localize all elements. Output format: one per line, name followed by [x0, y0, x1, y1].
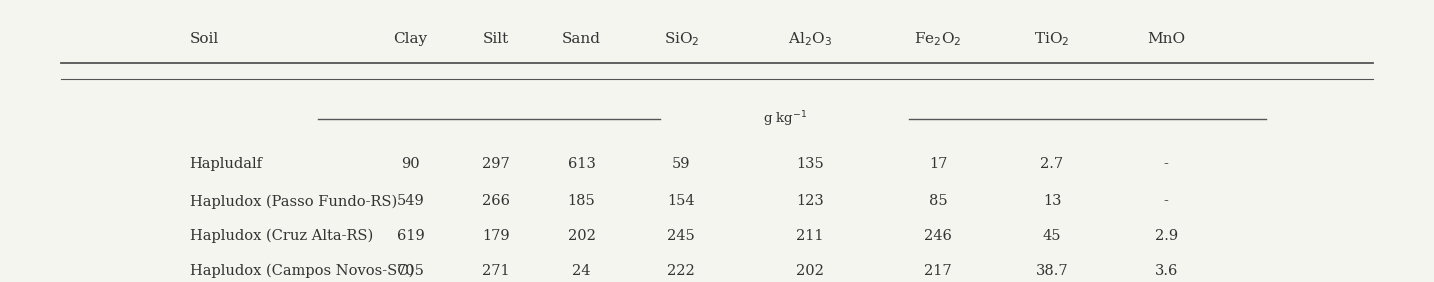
- Text: 246: 246: [923, 229, 952, 243]
- Text: 123: 123: [796, 194, 823, 208]
- Text: 2.9: 2.9: [1154, 229, 1177, 243]
- Text: 549: 549: [397, 194, 424, 208]
- Text: SiO$_2$: SiO$_2$: [664, 30, 700, 48]
- Text: 24: 24: [572, 264, 591, 278]
- Text: 154: 154: [668, 194, 695, 208]
- Text: -: -: [1163, 194, 1169, 208]
- Text: 217: 217: [923, 264, 952, 278]
- Text: Sand: Sand: [562, 32, 601, 46]
- Text: 13: 13: [1043, 194, 1061, 208]
- Text: 613: 613: [568, 157, 595, 171]
- Text: Hapludox (Passo Fundo-RS): Hapludox (Passo Fundo-RS): [189, 194, 397, 209]
- Text: TiO$_2$: TiO$_2$: [1034, 30, 1070, 48]
- Text: 90: 90: [402, 157, 420, 171]
- Text: 245: 245: [667, 229, 695, 243]
- Text: Fe$_2$O$_2$: Fe$_2$O$_2$: [915, 30, 962, 48]
- Text: 297: 297: [482, 157, 511, 171]
- Text: Hapludox (Campos Novos-SC): Hapludox (Campos Novos-SC): [189, 263, 414, 278]
- Text: Clay: Clay: [393, 32, 427, 46]
- Text: 2.7: 2.7: [1041, 157, 1064, 171]
- Text: -: -: [1163, 157, 1169, 171]
- Text: Hapludox (Cruz Alta-RS): Hapludox (Cruz Alta-RS): [189, 229, 373, 243]
- Text: Hapludalf: Hapludalf: [189, 157, 262, 171]
- Text: 17: 17: [929, 157, 948, 171]
- Text: g kg$^{-1}$: g kg$^{-1}$: [763, 109, 807, 129]
- Text: 85: 85: [929, 194, 948, 208]
- Text: 3.6: 3.6: [1154, 264, 1177, 278]
- Text: 45: 45: [1043, 229, 1061, 243]
- Text: 185: 185: [568, 194, 595, 208]
- Text: 619: 619: [397, 229, 424, 243]
- Text: MnO: MnO: [1147, 32, 1184, 46]
- Text: 202: 202: [796, 264, 823, 278]
- Text: 179: 179: [482, 229, 511, 243]
- Text: 222: 222: [667, 264, 695, 278]
- Text: 271: 271: [482, 264, 511, 278]
- Text: Soil: Soil: [189, 32, 219, 46]
- Text: 59: 59: [673, 157, 691, 171]
- Text: 202: 202: [568, 229, 595, 243]
- Text: Al$_2$O$_3$: Al$_2$O$_3$: [787, 30, 832, 48]
- Text: Silt: Silt: [483, 32, 509, 46]
- Text: 705: 705: [397, 264, 424, 278]
- Text: 266: 266: [482, 194, 511, 208]
- Text: 135: 135: [796, 157, 823, 171]
- Text: 211: 211: [796, 229, 823, 243]
- Text: 38.7: 38.7: [1035, 264, 1068, 278]
